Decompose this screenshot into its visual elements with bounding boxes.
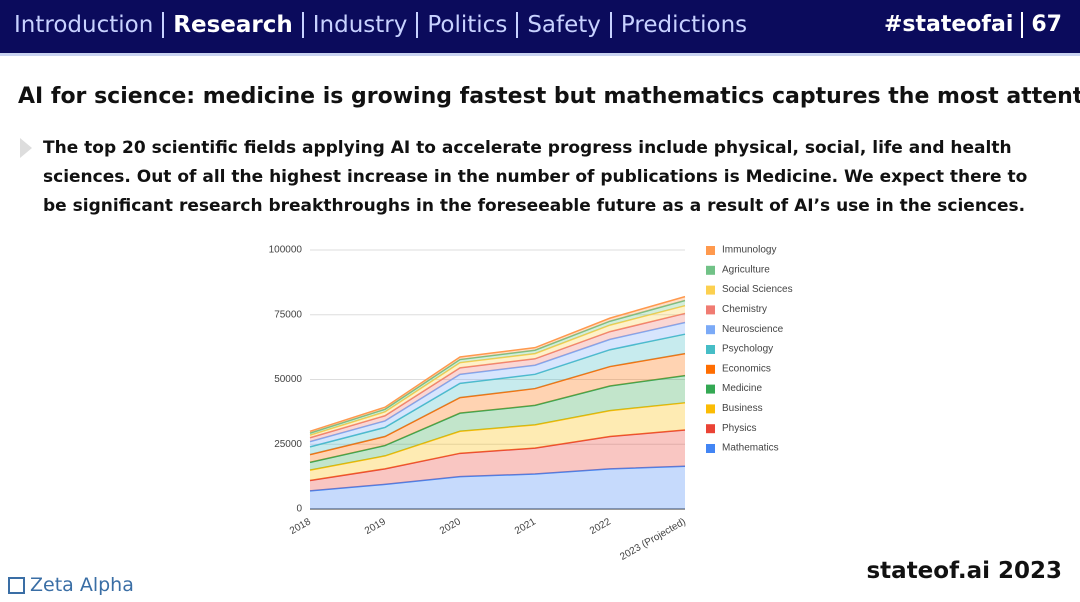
nav-item[interactable]: Politics: [416, 12, 516, 38]
nav: Introduction Research Industry Politics Safe…: [14, 12, 756, 38]
x-tick-label: 2019: [363, 516, 388, 537]
legend-swatch: [706, 444, 715, 453]
nav-item[interactable]: Predictions: [609, 12, 756, 38]
y-tick-label: 75000: [274, 309, 302, 320]
x-tick-label: 2020: [438, 516, 463, 537]
legend-swatch: [706, 325, 715, 335]
area: [310, 430, 685, 491]
bullet-text: The top 20 scientific fields applying AI…: [43, 138, 1028, 216]
legend-swatch: [706, 305, 715, 315]
legend-label: Business: [722, 403, 763, 414]
area-line: [309, 402, 686, 471]
slide-title: AI for science: medicine is growing fast…: [18, 84, 1080, 109]
area-line: [309, 429, 686, 482]
chart: 0 25000 50000 75000 100000 2018 2019 2020 2021 20…: [269, 245, 793, 560]
area: [310, 322, 685, 447]
area-line: [309, 352, 686, 456]
site: stateof.ai 2023: [866, 558, 1062, 584]
area-line: [309, 304, 686, 436]
legend-swatch: [706, 364, 715, 374]
legend-swatch: [706, 345, 715, 354]
legend-label: Immunology: [722, 245, 776, 256]
legend-swatch: [706, 424, 715, 434]
legend-label: Social Sciences: [722, 284, 793, 295]
area: [310, 334, 685, 455]
x-tick-label: 2018: [288, 516, 313, 537]
legend-swatch: [706, 404, 715, 414]
area: [310, 313, 685, 442]
area-line: [309, 299, 686, 434]
legend-label: Neuroscience: [722, 324, 784, 335]
x-tick-label: 2022: [588, 516, 613, 537]
hashtag: #stateofai: [883, 12, 1014, 37]
legend-swatch: [706, 384, 715, 394]
legend-label: Medicine: [722, 383, 762, 394]
area: [310, 353, 685, 463]
area: [310, 402, 685, 481]
brand: Zeta Alpha: [8, 574, 134, 596]
legend-swatch: [706, 246, 715, 255]
legend-label: Mathematics: [722, 443, 779, 454]
nav-item[interactable]: Introduction: [14, 12, 154, 38]
area-line: [309, 465, 686, 492]
x-tick-label: 2023 (Projected): [618, 516, 688, 560]
y-tick-label: 50000: [274, 374, 302, 385]
legend-label: Physics: [722, 423, 756, 434]
brand-name: Zeta Alpha: [30, 574, 134, 596]
y-tick-label: 0: [296, 504, 302, 515]
nav-item[interactable]: Safety: [516, 12, 610, 38]
y-tick-label: 25000: [274, 439, 302, 450]
bullet-icon: [20, 138, 32, 158]
area-line: [309, 374, 686, 464]
area-line: [309, 312, 686, 439]
area: [310, 466, 685, 509]
x-tick-label: 2021: [513, 516, 538, 537]
area: [310, 305, 685, 438]
header: Introduction Research Industry Politics Safe…: [0, 0, 1080, 56]
y-tick-label: 100000: [269, 245, 303, 256]
legend-swatch: [706, 265, 715, 275]
legend-label: Chemistry: [722, 304, 767, 315]
legend-label: Psychology: [722, 344, 773, 355]
legend-label: Agriculture: [722, 264, 770, 275]
nav-item[interactable]: Research: [162, 12, 301, 38]
area-line: [309, 295, 686, 433]
slide-tag: #stateofai 67: [884, 12, 1062, 38]
nav-item[interactable]: Industry: [301, 12, 417, 38]
page-number: 67: [1021, 12, 1062, 38]
area-line: [309, 333, 686, 448]
area: [310, 375, 685, 471]
brand-icon: [8, 576, 25, 594]
legend-swatch: [706, 285, 715, 295]
area-line: [309, 321, 686, 443]
legend-label: Economics: [722, 363, 771, 374]
